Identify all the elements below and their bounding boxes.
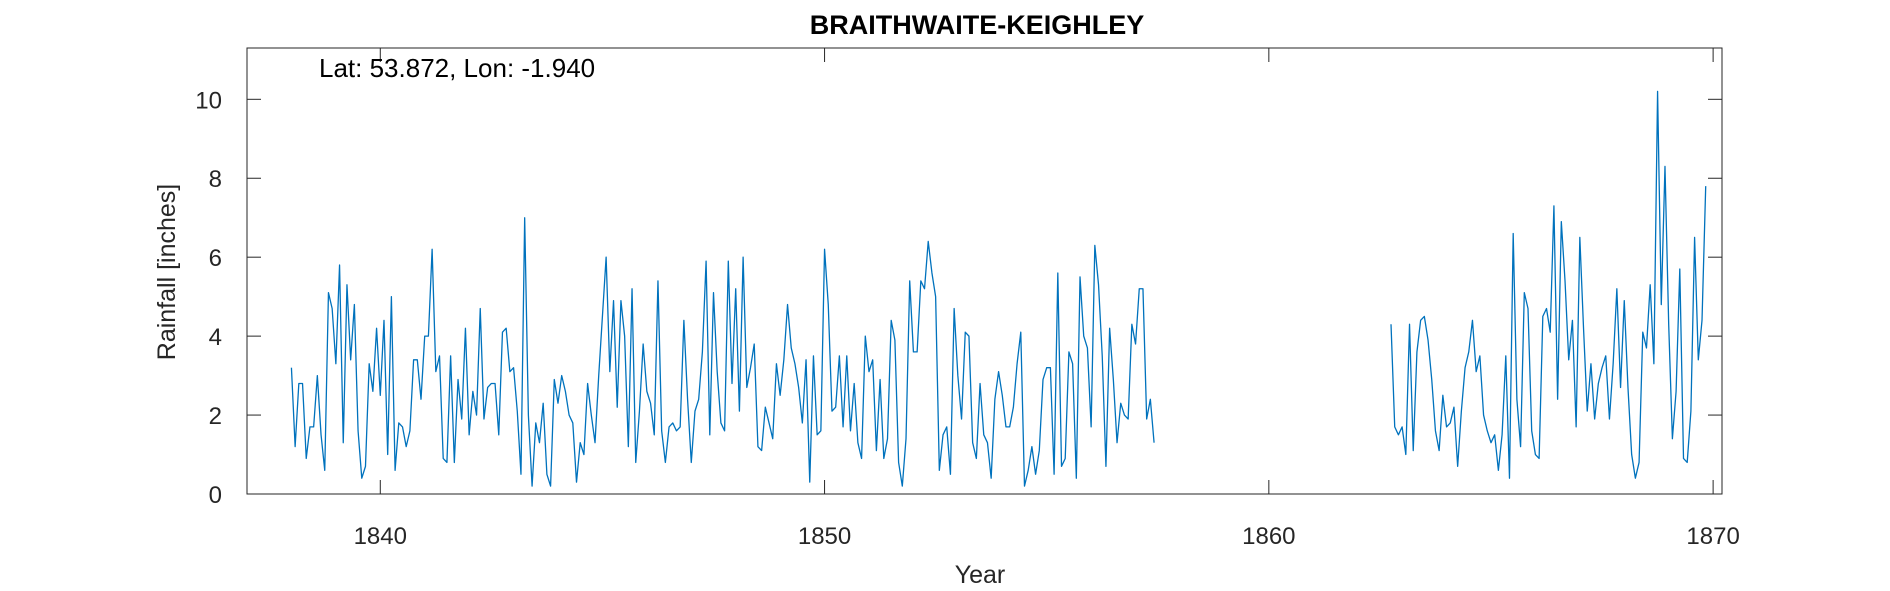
axis-tick-labels: 1840 1850 1860 1870 0 2 4 6 8 10 [195, 87, 1740, 550]
x-axis-label: Year [955, 561, 1006, 589]
y-tick-label: 6 [209, 245, 222, 272]
y-tick-label: 8 [209, 166, 222, 193]
series-line-segment-1 [290, 217, 1155, 487]
plot-area [246, 47, 1723, 495]
y-tick-label: 2 [209, 403, 222, 430]
chart-title: BRAITHWAITE-KEIGHLEY [810, 10, 1145, 40]
x-tick-label: 1850 [798, 523, 851, 550]
x-tick-label: 1840 [354, 523, 407, 550]
y-tick-label: 10 [195, 87, 222, 114]
plot-box [246, 47, 1723, 495]
axis-ticks [247, 48, 1722, 495]
location-annotation: Lat: 53.872, Lon: -1.940 [319, 53, 595, 83]
x-tick-label: 1860 [1242, 523, 1295, 550]
rainfall-series [290, 90, 1707, 487]
y-axis-label: Rainfall [inches] [153, 184, 181, 360]
y-tick-label: 4 [209, 324, 222, 351]
series-line-segment-2 [1390, 90, 1707, 479]
y-tick-label: 0 [209, 482, 222, 509]
x-tick-label: 1870 [1686, 523, 1739, 550]
